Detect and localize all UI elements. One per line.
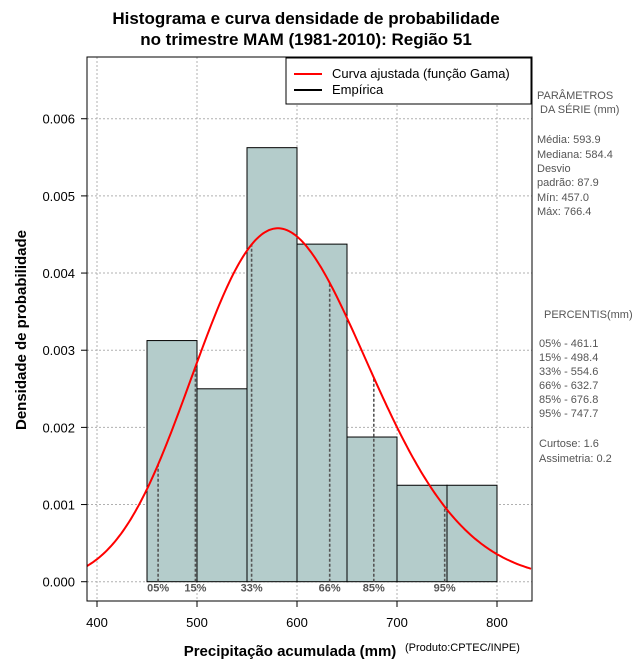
percentil-05: 05% - 461.1 [539, 338, 598, 350]
histogram-bars [146, 147, 498, 583]
param-sd-value: padrão: 87.9 [537, 177, 599, 189]
y-axis-title: Densidade de probabilidade [13, 230, 30, 430]
x-tick-label-500: 500 [186, 615, 208, 630]
histogram-bar-7 [446, 484, 498, 583]
y-tick-label-6: 0.006 [42, 112, 75, 127]
legend-box [285, 57, 532, 105]
param-max: Máx: 766.4 [537, 206, 591, 218]
y-tick-label-4: 0.004 [42, 266, 75, 281]
histogram-bar-4 [296, 243, 348, 583]
percentile-label-05: 05% [147, 583, 169, 595]
x-tick-label-700: 700 [386, 615, 408, 630]
chart-title-line-1: Histograma e curva densidade de probabil… [112, 9, 499, 28]
y-tick-label-1: 0.001 [42, 498, 75, 513]
histogram-bar-2 [196, 388, 248, 583]
y-tick-label-2: 0.002 [42, 420, 75, 435]
percentil-95: 95% - 747.7 [539, 408, 598, 420]
histogram-bar-1 [146, 340, 198, 583]
fitted-curve [86, 227, 532, 570]
param-median: Mediana: 584.4 [537, 149, 613, 161]
percentis-title: PERCENTIS(mm) [544, 309, 633, 321]
curtose-value: Curtose: 1.6 [539, 438, 599, 450]
param-mean: Média: 593.9 [537, 134, 601, 146]
percentile-label-66: 66% [319, 583, 341, 595]
axis-ticks: 400 500 600 700 800 0.000 0.001 0.002 0.003 0.004… [42, 112, 507, 630]
percentile-markers: 05% 15% 33% 66% 85% 95% [147, 244, 456, 595]
histogram-bar-3 [246, 147, 298, 583]
y-tick-label-0: 0.000 [42, 575, 75, 590]
percentile-label-15: 15% [184, 583, 206, 595]
gamma-curve-line [86, 227, 532, 570]
percentil-66: 66% - 632.7 [539, 380, 598, 392]
percentile-label-33: 33% [241, 583, 263, 595]
x-axis-title: Precipitação acumulada (mm) [184, 643, 397, 660]
chart-title-line-2: no trimestre MAM (1981-2010): Região 51 [140, 30, 472, 49]
legend: Curva ajustada (função Gama) Empírica [285, 57, 532, 105]
percentil-15: 15% - 498.4 [539, 352, 598, 364]
params-title-2: DA SÉRIE (mm) [540, 103, 619, 116]
series-parameters-panel: PARÂMETROS DA SÉRIE (mm) Média: 593.9 Me… [537, 89, 633, 465]
histogram-bar-5 [346, 436, 398, 583]
y-tick-label-5: 0.005 [42, 189, 75, 204]
percentil-85: 85% - 676.8 [539, 394, 598, 406]
percentile-label-85: 85% [363, 583, 385, 595]
param-min: Mín: 457.0 [537, 192, 589, 204]
histogram-bar-6 [396, 484, 448, 583]
legend-label-curve: Curva ajustada (função Gama) [332, 66, 510, 81]
legend-label-empirical: Empírica [332, 82, 384, 97]
x-tick-label-400: 400 [86, 615, 108, 630]
param-sd-label: Desvio [537, 163, 571, 175]
percentile-label-95: 95% [434, 583, 456, 595]
plot-frame [86, 56, 533, 602]
y-tick-label-3: 0.003 [42, 343, 75, 358]
assimetria-value: Assimetria: 0.2 [539, 453, 612, 465]
percentil-33: 33% - 554.6 [539, 366, 598, 378]
x-tick-label-600: 600 [286, 615, 308, 630]
params-title-1: PARÂMETROS [537, 89, 613, 102]
x-tick-label-800: 800 [486, 615, 508, 630]
product-credit: (Produto:CPTEC/INPE) [405, 642, 520, 654]
